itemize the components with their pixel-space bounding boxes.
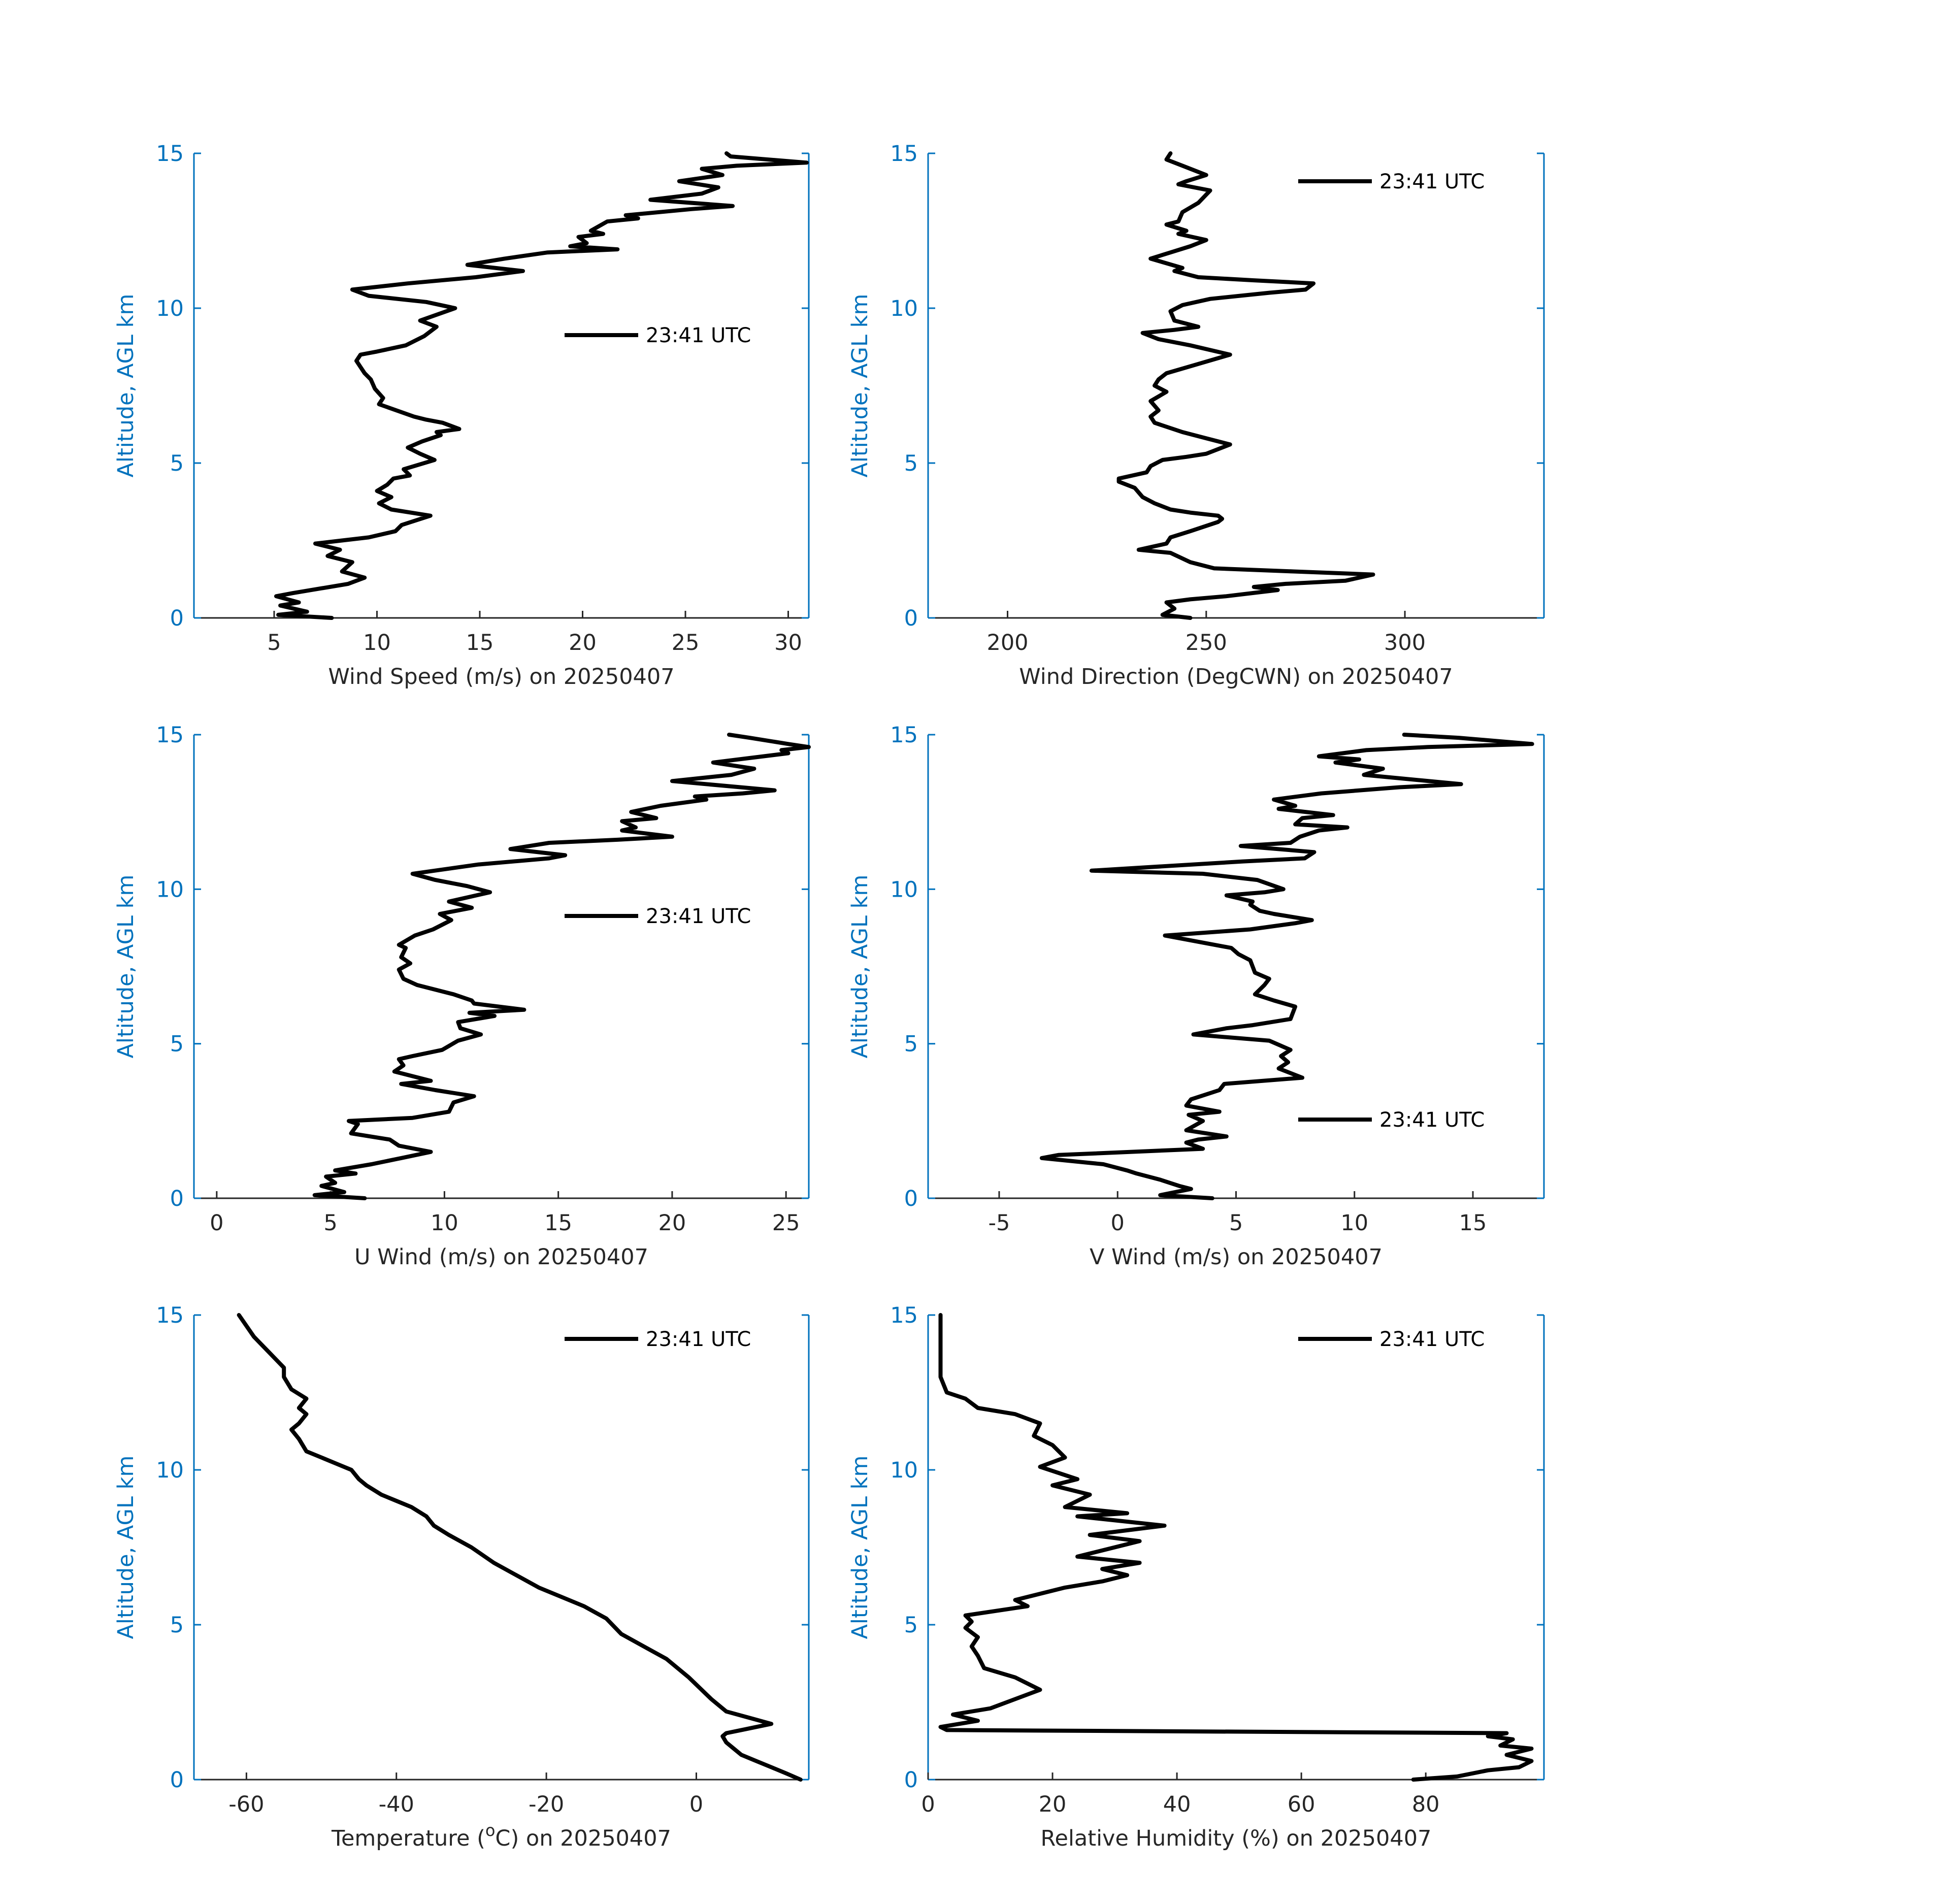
series-line xyxy=(1116,151,1375,620)
y-tick-label: 0 xyxy=(904,1186,918,1211)
y-tick-label: 0 xyxy=(170,1767,184,1793)
x-tick-label: 300 xyxy=(1384,630,1426,655)
y-axis-label: Altitude, AGL km xyxy=(113,294,139,478)
y-axis-label: Altitude, AGL km xyxy=(113,1456,139,1639)
legend-label: 23:41 UTC xyxy=(1379,170,1485,193)
y-tick-label: 15 xyxy=(890,723,918,748)
x-tick-label: 25 xyxy=(672,630,700,655)
y-tick-label: 15 xyxy=(156,1303,184,1328)
y-tick-label: 0 xyxy=(904,1767,918,1793)
y-axis-label: Altitude, AGL km xyxy=(113,875,139,1059)
x-tick-label: 5 xyxy=(267,630,281,655)
x-tick-label: -20 xyxy=(529,1792,564,1817)
y-tick-label: 10 xyxy=(156,296,184,321)
legend-label: 23:41 UTC xyxy=(646,905,751,928)
x-tick-label: 25 xyxy=(772,1210,800,1236)
series-line xyxy=(1039,733,1534,1200)
x-tick-label: 5 xyxy=(323,1210,337,1236)
x-tick-label: 10 xyxy=(1340,1210,1368,1236)
y-tick-label: 5 xyxy=(904,1032,918,1057)
series-line xyxy=(274,151,809,620)
y-tick-label: 5 xyxy=(904,1613,918,1638)
y-tick-label: 10 xyxy=(156,1458,184,1483)
x-tick-label: 15 xyxy=(544,1210,572,1236)
series-line xyxy=(312,733,811,1200)
x-tick-label: 40 xyxy=(1163,1792,1191,1817)
y-tick-label: 15 xyxy=(890,1303,918,1328)
x-tick-label: 15 xyxy=(1459,1210,1487,1236)
y-tick-label: 5 xyxy=(170,1032,184,1057)
legend-label: 23:41 UTC xyxy=(1379,1108,1485,1132)
x-tick-label: 200 xyxy=(986,630,1028,655)
x-axis-label: Temperature (oC) on 20250407 xyxy=(331,1821,671,1851)
x-tick-label: 60 xyxy=(1288,1792,1315,1817)
x-tick-label: 0 xyxy=(1111,1210,1125,1236)
panel-v-wind: 0 5 10 15 -5 0 5 10 15 Altitude, AGL km V Wind (m/… xyxy=(847,723,1545,1270)
y-axis-label: Altitude, AGL km xyxy=(847,1456,873,1639)
legend: 23:41 UTC xyxy=(565,905,751,928)
panel-temperature: 0 5 10 15 -60 -40 -20 0 Altitude, AGL km Temperat… xyxy=(113,1303,810,1851)
x-tick-label: 20 xyxy=(569,630,597,655)
y-tick-label: 15 xyxy=(156,723,184,748)
y-tick-label: 10 xyxy=(156,877,184,902)
legend-label: 23:41 UTC xyxy=(646,324,751,347)
y-tick-label: 0 xyxy=(170,606,184,631)
x-axis-label: Relative Humidity (%) on 20250407 xyxy=(1041,1826,1432,1851)
series-line xyxy=(938,1313,1534,1782)
x-tick-label: 20 xyxy=(659,1210,686,1236)
panel-wind-speed: 0 5 10 15 5 10 15 20 25 30 Altitude, AGL km Wind Sp… xyxy=(113,141,810,690)
x-axis-label: Wind Speed (m/s) on 20250407 xyxy=(328,664,674,690)
y-tick-label: 0 xyxy=(904,606,918,631)
panel-relative-humidity: 0 5 10 15 0 20 40 60 80 Altitude, AGL km Relative … xyxy=(847,1303,1545,1851)
x-tick-label: 20 xyxy=(1039,1792,1067,1817)
panel-u-wind: 0 5 10 15 0 5 10 15 20 25 Altitude, AGL km U Wind (… xyxy=(113,723,811,1270)
x-tick-label: 0 xyxy=(210,1210,223,1236)
y-tick-label: 10 xyxy=(890,877,918,902)
legend-label: 23:41 UTC xyxy=(646,1328,751,1351)
x-axis-label: Wind Direction (DegCWN) on 20250407 xyxy=(1019,664,1453,690)
x-axis-label: U Wind (m/s) on 20250407 xyxy=(354,1244,648,1270)
legend-label: 23:41 UTC xyxy=(1379,1328,1485,1351)
x-tick-label: -40 xyxy=(379,1792,414,1817)
legend: 23:41 UTC xyxy=(1298,1328,1485,1351)
x-tick-label: 10 xyxy=(431,1210,458,1236)
x-tick-label: -60 xyxy=(228,1792,264,1817)
x-tick-label: 250 xyxy=(1186,630,1227,655)
legend: 23:41 UTC xyxy=(565,324,751,347)
y-tick-label: 10 xyxy=(890,296,918,321)
series-line xyxy=(237,1313,803,1782)
y-tick-label: 5 xyxy=(170,1613,184,1638)
x-tick-label: 10 xyxy=(363,630,391,655)
y-tick-label: 10 xyxy=(890,1458,918,1483)
x-tick-label: -5 xyxy=(989,1210,1010,1236)
x-tick-label: 0 xyxy=(921,1792,935,1817)
legend: 23:41 UTC xyxy=(565,1328,751,1351)
x-tick-label: 30 xyxy=(774,630,802,655)
legend: 23:41 UTC xyxy=(1298,1108,1485,1132)
x-tick-label: 0 xyxy=(689,1792,703,1817)
x-axis-label: V Wind (m/s) on 20250407 xyxy=(1090,1244,1383,1270)
panel-wind-direction: 0 5 10 15 200 250 300 Altitude, AGL km Wind Dire… xyxy=(847,141,1545,690)
y-tick-label: 0 xyxy=(170,1186,184,1211)
x-tick-label: 80 xyxy=(1412,1792,1440,1817)
x-tick-label: 15 xyxy=(466,630,494,655)
x-tick-label: 5 xyxy=(1229,1210,1243,1236)
legend: 23:41 UTC xyxy=(1298,170,1485,193)
y-tick-label: 5 xyxy=(904,451,918,476)
y-axis-label: Altitude, AGL km xyxy=(847,294,873,478)
y-axis-label: Altitude, AGL km xyxy=(847,875,873,1059)
y-tick-label: 15 xyxy=(890,141,918,167)
y-tick-label: 15 xyxy=(156,141,184,167)
y-tick-label: 5 xyxy=(170,451,184,476)
